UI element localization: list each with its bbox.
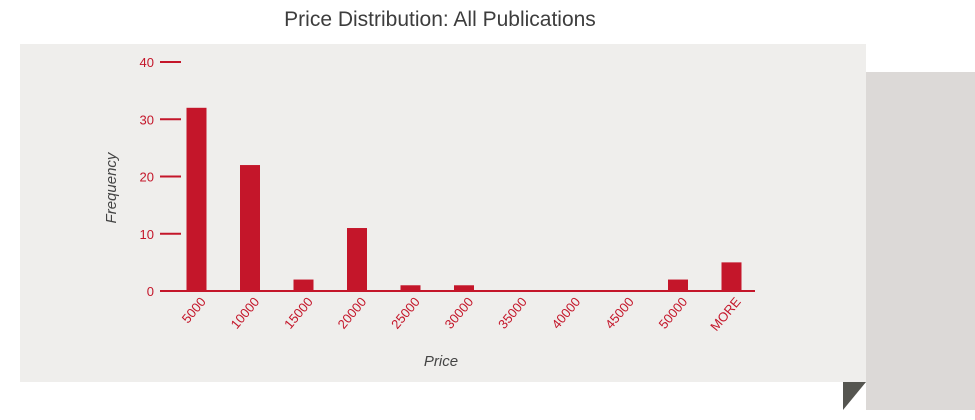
bars	[186, 107, 742, 291]
chart-panel	[20, 44, 866, 382]
x-tick-label: MORE	[707, 294, 744, 334]
x-tick-label: 15000	[281, 294, 316, 331]
y-tick-label: 0	[147, 284, 154, 299]
x-tick-label: 20000	[335, 294, 370, 331]
x-tick-label: 50000	[656, 294, 691, 331]
x-tick-label: 10000	[228, 294, 263, 331]
page-fold-corner	[843, 382, 866, 410]
x-axis: 5000 10000 15000 20000 25000 30000 35000 40000 4…	[179, 294, 744, 334]
y-axis: 0 10 20 30 40	[140, 55, 181, 299]
bar-more	[721, 262, 742, 291]
bar-20000	[347, 228, 367, 291]
bar-15000	[293, 279, 314, 291]
bar-30000	[454, 285, 474, 291]
y-tick-label: 20	[140, 170, 154, 185]
chart-title: Price Distribution: All Publications	[284, 8, 596, 31]
x-axis-title: Price	[424, 353, 458, 370]
x-tick-label: 35000	[495, 294, 530, 331]
bar-50000	[668, 279, 688, 291]
background-shadow-panel	[866, 72, 975, 410]
y-tick-label: 30	[140, 112, 154, 127]
x-tick-label: 30000	[442, 294, 477, 331]
y-axis-title: Frequency	[103, 151, 120, 223]
bar-25000	[400, 285, 421, 291]
bar-5000	[186, 107, 207, 291]
x-tick-label: 25000	[388, 294, 423, 331]
x-tick-label: 5000	[179, 294, 209, 326]
y-tick-label: 10	[140, 227, 154, 242]
x-tick-label: 45000	[602, 294, 637, 331]
x-tick-label: 40000	[549, 294, 584, 331]
bar-10000	[240, 165, 260, 291]
y-tick-label: 40	[140, 55, 154, 70]
